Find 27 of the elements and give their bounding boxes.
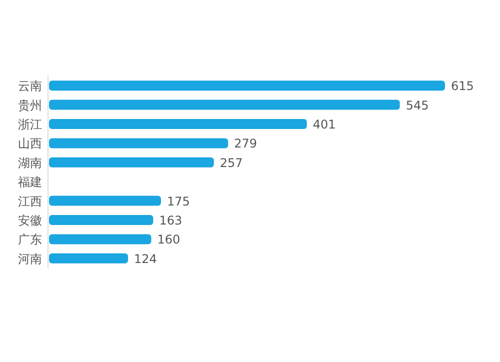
y-tick-label: 山西 [18, 136, 42, 151]
y-tick-label: 湖南 [18, 156, 42, 170]
data-label: 257 [220, 156, 243, 170]
bar [49, 100, 400, 110]
y-tick-label: 安徽 [18, 214, 42, 228]
y-tick-label: 云南 [18, 79, 42, 94]
data-label: 279 [234, 136, 258, 151]
data-label: 401 [312, 118, 336, 132]
data-label: 160 [157, 232, 180, 247]
y-tick-label: 江西 [18, 194, 42, 208]
bar [49, 253, 128, 264]
data-label: 545 [406, 98, 429, 112]
bar [49, 234, 152, 244]
data-label: 163 [159, 214, 182, 228]
data-label: 124 [134, 252, 157, 266]
y-tick-label: 广东 [18, 232, 42, 247]
bar [49, 196, 161, 206]
data-label: 175 [166, 194, 190, 208]
y-tick-label: 浙江 [18, 118, 42, 132]
bar [49, 119, 307, 129]
data-label: 615 [451, 79, 474, 94]
bar [49, 80, 445, 91]
y-tick-label: 贵州 [18, 98, 42, 112]
bar [49, 157, 214, 168]
bar [49, 215, 154, 225]
bar [49, 138, 228, 148]
y-tick-label: 河南 [18, 252, 42, 266]
